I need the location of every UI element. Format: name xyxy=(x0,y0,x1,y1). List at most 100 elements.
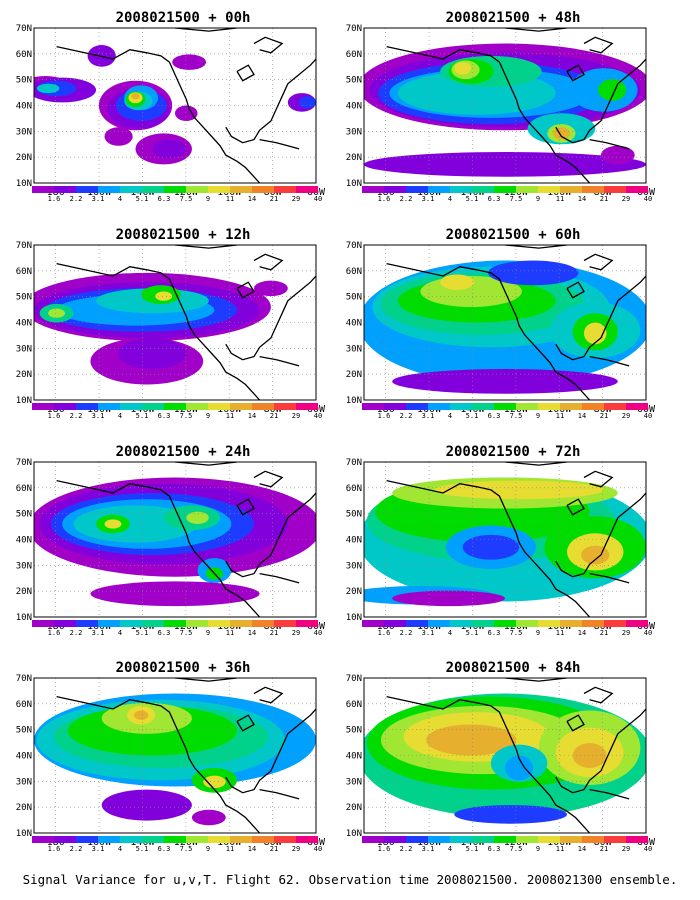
variance-contour xyxy=(392,590,505,607)
y-tick-label: 10N xyxy=(16,179,32,189)
panel-title: 2008021500 + 12h xyxy=(115,227,251,243)
colorbar-swatch xyxy=(142,836,164,843)
colorbar-swatch xyxy=(252,403,274,410)
colorbar-swatch xyxy=(32,186,54,193)
coastline xyxy=(555,492,646,578)
coastline xyxy=(259,788,300,800)
colorbar-label: 11 xyxy=(226,195,234,203)
colorbar-swatch xyxy=(362,836,384,843)
colorbar-label: 1.6 xyxy=(48,412,61,420)
colorbar-label: 7.5 xyxy=(510,195,523,203)
y-tick-label: 40N xyxy=(16,319,32,329)
y-tick-label: 10N xyxy=(346,829,362,839)
colorbar-label: 29 xyxy=(292,629,300,637)
colorbar-label: 21 xyxy=(600,195,608,203)
colorbar-label: 11 xyxy=(226,412,234,420)
variance-map: 180160W140W120W100W80W60W10N20N30N40N50N… xyxy=(346,674,656,853)
colorbar-swatch xyxy=(54,403,76,410)
colorbar-swatch xyxy=(560,186,582,193)
colorbar-label: 1.6 xyxy=(48,195,61,203)
colorbar-label: 1.6 xyxy=(48,845,61,853)
coastline xyxy=(259,355,300,367)
colorbar-swatch xyxy=(560,620,582,627)
y-tick-label: 50N xyxy=(16,726,32,736)
variance-contour xyxy=(462,534,520,560)
colorbar-swatch xyxy=(582,186,604,193)
colorbar-label: 4 xyxy=(118,412,122,420)
variance-map: 180160W140W120W100W80W60W10N20N30N40N50N… xyxy=(346,24,656,203)
coastline xyxy=(236,498,255,516)
variance-contour xyxy=(203,775,226,789)
colorbar-swatch xyxy=(406,403,428,410)
variance-contour xyxy=(191,809,226,826)
y-tick-label: 50N xyxy=(346,726,362,736)
y-tick-label: 40N xyxy=(16,102,32,112)
colorbar-swatch xyxy=(252,836,274,843)
colorbar-swatch xyxy=(450,186,472,193)
coastline xyxy=(386,45,591,183)
colorbar-swatch xyxy=(582,836,604,843)
coastline xyxy=(566,714,585,732)
colorbar-label: 21 xyxy=(270,412,278,420)
colorbar-label: 11 xyxy=(556,412,564,420)
colorbar-label: 14 xyxy=(578,845,586,853)
coastline xyxy=(174,245,238,249)
coastline xyxy=(504,245,568,249)
colorbar-swatch xyxy=(54,836,76,843)
colorbar-label: 29 xyxy=(292,412,300,420)
coastline xyxy=(566,64,585,82)
colorbar-swatch xyxy=(98,186,120,193)
y-tick-label: 10N xyxy=(16,396,32,406)
colorbar-swatch xyxy=(120,186,142,193)
colorbar-label: 7.5 xyxy=(180,845,193,853)
colorbar-swatch xyxy=(604,836,626,843)
variance-contour xyxy=(36,83,60,94)
colorbar-swatch xyxy=(362,186,384,193)
coastline xyxy=(555,275,646,361)
colorbar-label: 5.1 xyxy=(466,195,479,203)
colorbar-label: 7.5 xyxy=(180,195,193,203)
coastline xyxy=(253,686,284,704)
coastline xyxy=(253,36,284,54)
y-tick-label: 60N xyxy=(16,700,32,710)
colorbar-swatch xyxy=(208,403,230,410)
panel-title: 2008021500 + 00h xyxy=(115,10,251,26)
variance-contour xyxy=(488,260,579,286)
variance-contour xyxy=(134,710,149,720)
colorbar-label: 40 xyxy=(314,412,322,420)
panel-title: 2008021500 + 48h xyxy=(445,10,581,26)
coastline xyxy=(225,58,316,144)
panel-title: 2008021500 + 84h xyxy=(445,660,581,676)
coastline xyxy=(253,470,284,488)
panel-title: 2008021500 + 24h xyxy=(115,444,251,460)
colorbar-label: 4 xyxy=(448,629,452,637)
y-tick-label: 60N xyxy=(346,700,362,710)
coastline xyxy=(56,479,261,617)
colorbar-label: 29 xyxy=(622,412,630,420)
y-tick-label: 20N xyxy=(16,587,32,597)
y-tick-label: 70N xyxy=(346,24,362,34)
colorbar-swatch xyxy=(32,836,54,843)
colorbar-label: 7.5 xyxy=(510,845,523,853)
colorbar-swatch xyxy=(186,836,208,843)
colorbar-label: 6.3 xyxy=(158,845,171,853)
colorbar-label: 9 xyxy=(536,412,540,420)
y-tick-label: 50N xyxy=(16,510,32,520)
colorbar-swatch xyxy=(450,403,472,410)
colorbar-label: 4 xyxy=(448,195,452,203)
colorbar-label: 2.2 xyxy=(70,845,83,853)
colorbar-swatch xyxy=(164,836,186,843)
colorbar-swatch xyxy=(142,186,164,193)
variance-contour xyxy=(131,93,140,100)
colorbar-label: 9 xyxy=(206,629,210,637)
colorbar-label: 4 xyxy=(448,845,452,853)
colorbar-label: 6.3 xyxy=(158,629,171,637)
map-panel: 2008021500 + 60h180160W140W120W100W80W60… xyxy=(346,225,678,440)
y-tick-label: 30N xyxy=(346,561,362,571)
colorbar-label: 29 xyxy=(622,195,630,203)
map-panel: 2008021500 + 72h180160W140W120W100W80W60… xyxy=(346,442,678,657)
variance-contour xyxy=(552,127,570,140)
colorbar-label: 5.1 xyxy=(136,845,149,853)
colorbar-swatch xyxy=(538,620,560,627)
colorbar-swatch xyxy=(406,186,428,193)
